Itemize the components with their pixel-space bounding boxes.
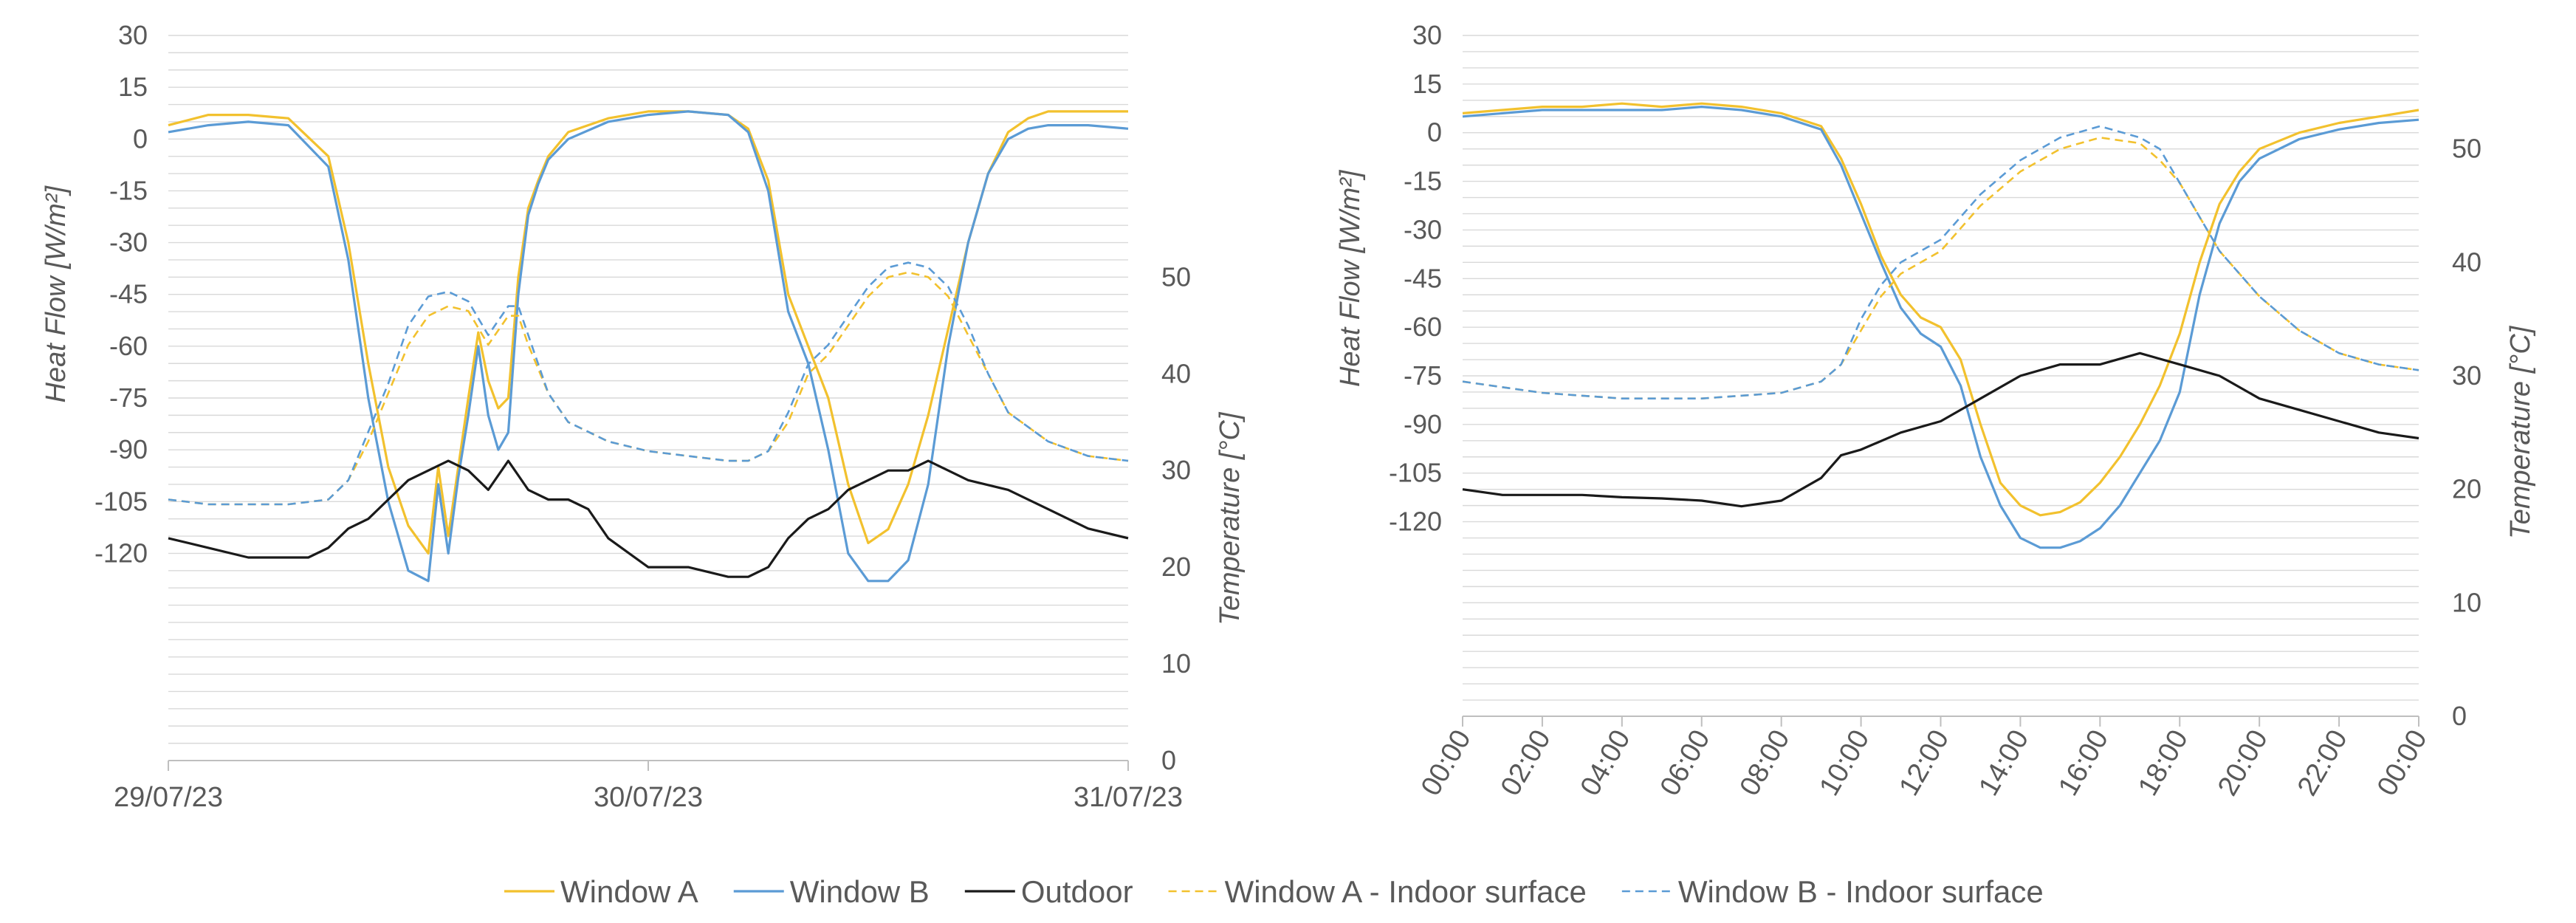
legend-label: Window B - Indoor surface [1678, 874, 2044, 909]
y2-tick-label: 50 [2452, 134, 2481, 164]
series-line-outdoor [168, 459, 1129, 578]
x-tick-label: 29/07/23 [114, 782, 223, 813]
series-line-window-a [168, 110, 1128, 555]
y-axis-left: 30 15 0 -15 -30 -45 -60 -75 -90 -105 -120 [95, 20, 148, 568]
series-line-window-b-indoor-surface [1462, 125, 2419, 399]
x-tick-label: 16:00 [2053, 725, 2115, 801]
y2-axis-title: Temperature [°C] [2505, 325, 2536, 539]
x-tick-label: 00:00 [1415, 725, 1477, 801]
x-tick-label: 08:00 [1734, 725, 1796, 801]
y2-tick-label: 50 [1161, 261, 1191, 292]
y-tick-label: -30 [1404, 214, 1442, 244]
y2-tick-label: 10 [1161, 648, 1191, 679]
series-line-window-b [1462, 106, 2419, 549]
y-tick-label: -75 [1404, 360, 1442, 391]
y-tick-label: -105 [1389, 458, 1442, 488]
series-line-window-b-indoor-surface [168, 261, 1129, 506]
x-tick-label: 02:00 [1495, 725, 1557, 801]
x-tick-label: 06:00 [1655, 725, 1717, 801]
y2-tick-label: 40 [2452, 247, 2481, 277]
y-tick-label: -120 [95, 538, 148, 568]
y-tick-label: 0 [1427, 117, 1442, 148]
x-tick-label: 00:00 [2371, 725, 2434, 801]
y-tick-label: -45 [109, 279, 148, 309]
y-axis-right: 0 10 20 30 40 50 [1161, 261, 1191, 775]
y-tick-label: 0 [133, 123, 148, 154]
y-tick-label: 15 [1412, 69, 1442, 99]
x-tick-label: 20:00 [2212, 725, 2274, 801]
y2-tick-label: 20 [2452, 474, 2481, 504]
legend: Window A Window B Outdoor Window A - Indoor… [504, 874, 2044, 909]
x-axis: 29/07/23 30/07/23 31/07/23 [114, 761, 1183, 813]
x-tick-label: 14:00 [1973, 725, 2035, 801]
x-tick-label: 30/07/23 [594, 782, 703, 813]
series-line-window-a-indoor-surface [168, 271, 1129, 506]
y-tick-label: 30 [118, 20, 148, 50]
y-tick-label: -45 [1404, 263, 1442, 293]
y-tick-label: -60 [109, 331, 148, 361]
x-axis: 00:00 02:00 04:00 06:00 08:00 10:00 12:00 14:00… [1415, 716, 2434, 801]
y2-tick-label: 30 [1161, 455, 1191, 485]
x-tick-label: 12:00 [1893, 725, 1955, 801]
y2-tick-label: 10 [2452, 587, 2481, 617]
y-tick-label: -120 [1389, 507, 1442, 537]
y2-axis-title: Temperature [°C] [1215, 411, 1246, 625]
series-line-window-b [168, 110, 1129, 583]
legend-label: Window A [560, 874, 698, 909]
series-line-window-a [1462, 102, 2419, 517]
chart-1: 30 15 0 -15 -30 -45 -60 -75 -90 -105 -120 0 10 20 30 40… [41, 20, 1246, 813]
y-axis-title: Heat Flow [W/m²] [1335, 169, 1366, 387]
series-line-outdoor [1462, 351, 2419, 508]
y2-tick-label: 30 [2452, 360, 2481, 391]
y-tick-label: -60 [1404, 312, 1442, 342]
y2-tick-label: 40 [1161, 358, 1191, 388]
y-tick-label: -105 [95, 486, 148, 516]
y-tick-label: -15 [109, 175, 148, 205]
y-tick-label: -75 [109, 382, 148, 413]
legend-label: Outdoor [1021, 874, 1133, 909]
legend-label: Window A - Indoor surface [1225, 874, 1587, 909]
gridlines [168, 35, 1128, 761]
y2-tick-label: 20 [1161, 552, 1191, 582]
gridlines [1463, 35, 2419, 717]
legend-label: Window B [790, 874, 930, 909]
y-tick-label: 30 [1412, 20, 1442, 50]
chart-2: 30 15 0 -15 -30 -45 -60 -75 -90 -105 -120 0 10 20 30 40… [1335, 20, 2536, 801]
x-tick-label: 22:00 [2292, 725, 2354, 801]
y2-tick-label: 0 [1161, 745, 1176, 775]
y-tick-label: 15 [118, 72, 148, 102]
y-axis-left: 30 15 0 -15 -30 -45 -60 -75 -90 -105 -120 [1389, 20, 1442, 537]
y2-tick-label: 0 [2452, 701, 2467, 731]
y-tick-label: -90 [109, 434, 148, 464]
y-axis-title: Heat Flow [W/m²] [41, 185, 72, 403]
x-tick-label: 18:00 [2132, 725, 2194, 801]
x-tick-label: 04:00 [1575, 725, 1637, 801]
x-tick-label: 31/07/23 [1074, 782, 1183, 813]
y-tick-label: -90 [1404, 409, 1442, 439]
x-tick-label: 10:00 [1813, 725, 1875, 801]
y-tick-label: -30 [109, 227, 148, 258]
y-axis-right: 0 10 20 30 40 50 [2452, 134, 2481, 731]
y-tick-label: -15 [1404, 166, 1442, 196]
